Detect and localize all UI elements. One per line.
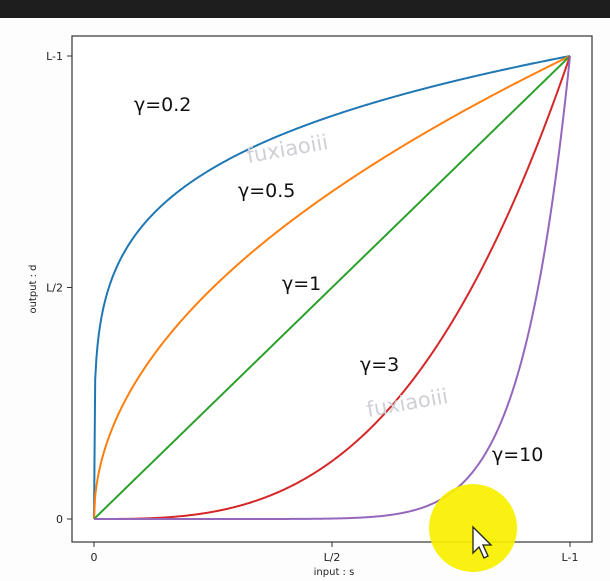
series-label-gamma-10: γ=10 xyxy=(492,444,543,466)
series-line-gamma-0.5 xyxy=(93,55,571,520)
x-axis: 0 L/2 L-1 xyxy=(91,542,579,564)
series-line-gamma-10 xyxy=(94,55,571,520)
y-axis-title: output : d xyxy=(28,264,39,313)
series-lines xyxy=(93,55,571,520)
mouse-pointer-icon xyxy=(472,525,493,559)
series-line-gamma-0.2 xyxy=(93,55,571,520)
y-tick-label: L-1 xyxy=(46,50,63,63)
window-top-bar xyxy=(0,0,610,18)
x-tick-label: L-1 xyxy=(562,551,579,564)
x-tick-label: L/2 xyxy=(324,551,341,564)
plot-area xyxy=(71,35,593,543)
x-tick-label: 0 xyxy=(91,551,98,564)
y-axis: 0 L/2 L-1 xyxy=(46,50,72,526)
series-label-gamma-3: γ=3 xyxy=(360,354,399,376)
series-label-gamma-0.2: γ=0.2 xyxy=(134,94,191,116)
series-label-gamma-0.5: γ=0.5 xyxy=(238,180,295,202)
y-tick-label: 0 xyxy=(56,513,63,526)
x-axis-title: input : s xyxy=(314,567,355,578)
y-tick-label: L/2 xyxy=(46,282,63,295)
series-label-gamma-1: γ=1 xyxy=(282,273,321,295)
series-line-gamma-1 xyxy=(93,55,571,520)
series-line-gamma-3 xyxy=(94,55,571,520)
